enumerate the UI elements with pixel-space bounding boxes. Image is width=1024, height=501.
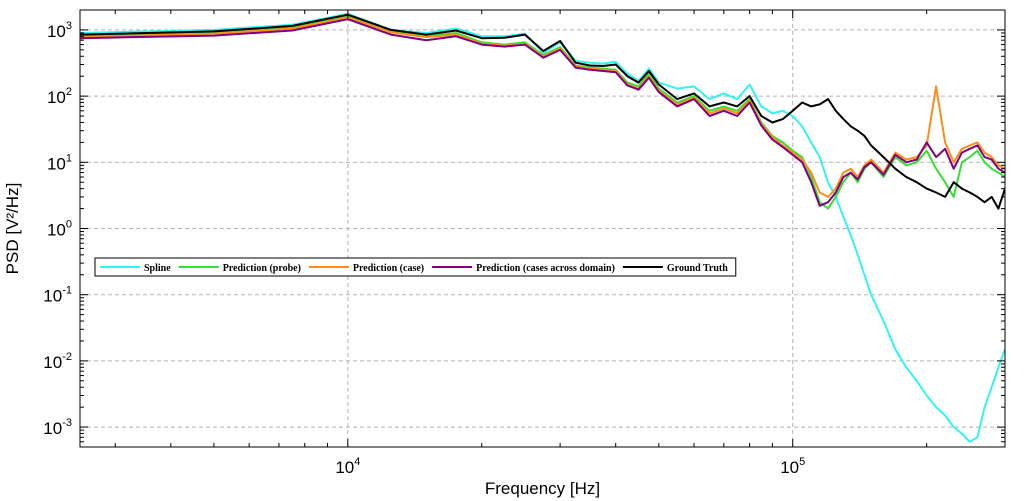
y-tick-label: 101 <box>47 152 72 173</box>
series-line-prediction-probe <box>80 15 1005 210</box>
y-tick-label: 10-1 <box>43 285 72 306</box>
y-tick-label: 102 <box>47 86 72 107</box>
x-tick-label: 104 <box>335 456 360 477</box>
legend-label-ground-truth: Ground Truth <box>667 263 728 274</box>
tick-labels: 104 105 103 102 101 100 10-1 10-2 10-3 <box>43 20 805 477</box>
series-lines <box>80 12 1005 443</box>
legend: Spline Prediction (probe) Prediction (case… <box>94 257 737 277</box>
x-axis-label: Frequency [Hz] <box>485 479 600 498</box>
y-axis-label: PSD [V²/Hz] <box>3 183 22 275</box>
y-tick-label: 100 <box>47 219 72 240</box>
grid-lines <box>80 10 1005 447</box>
legend-label-prediction-case: Prediction (case) <box>353 263 424 274</box>
y-tick-label: 103 <box>47 20 72 41</box>
series-line-prediction-cases-across-domain <box>80 18 1005 207</box>
legend-label-spline: Spline <box>144 263 171 274</box>
series-line-spline <box>80 12 1005 443</box>
y-tick-label: 10-3 <box>43 417 72 438</box>
series-line-ground-truth <box>80 13 1005 210</box>
legend-label-prediction-probe: Prediction (probe) <box>223 263 301 274</box>
legend-box <box>94 257 737 277</box>
series-line-prediction-case <box>80 16 1005 198</box>
axis-ticks <box>80 10 1005 447</box>
y-tick-label: 10-2 <box>43 351 72 372</box>
x-tick-label: 105 <box>780 456 805 477</box>
legend-label-prediction-cases-across-domain: Prediction (cases across domain) <box>476 263 615 274</box>
